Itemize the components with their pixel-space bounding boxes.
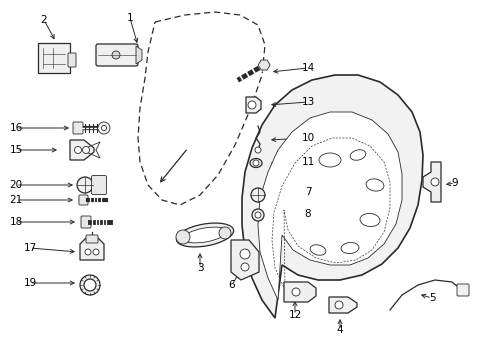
Circle shape — [252, 160, 259, 166]
Text: 8: 8 — [304, 209, 311, 219]
Polygon shape — [80, 238, 104, 260]
Circle shape — [85, 249, 91, 255]
Circle shape — [176, 230, 190, 244]
Circle shape — [254, 212, 261, 218]
Circle shape — [74, 147, 81, 153]
Ellipse shape — [366, 179, 383, 191]
Text: 11: 11 — [301, 157, 314, 167]
Ellipse shape — [309, 245, 325, 255]
Text: 7: 7 — [304, 187, 311, 197]
FancyBboxPatch shape — [96, 44, 138, 66]
FancyBboxPatch shape — [68, 53, 76, 67]
Circle shape — [291, 288, 299, 296]
Ellipse shape — [249, 158, 262, 167]
FancyBboxPatch shape — [456, 284, 468, 296]
Circle shape — [250, 188, 264, 202]
Ellipse shape — [349, 150, 365, 160]
Text: 9: 9 — [451, 178, 457, 188]
Ellipse shape — [176, 223, 233, 247]
FancyBboxPatch shape — [73, 122, 83, 134]
Circle shape — [240, 249, 249, 259]
Text: 19: 19 — [23, 278, 37, 288]
Polygon shape — [136, 46, 142, 64]
Ellipse shape — [359, 213, 379, 226]
FancyBboxPatch shape — [86, 235, 98, 243]
Text: 1: 1 — [126, 13, 133, 23]
Circle shape — [112, 51, 120, 59]
Polygon shape — [70, 140, 94, 160]
Text: 2: 2 — [41, 15, 47, 25]
Ellipse shape — [183, 227, 226, 243]
Circle shape — [80, 275, 100, 295]
Polygon shape — [245, 97, 261, 113]
Text: 18: 18 — [9, 217, 22, 227]
Circle shape — [254, 147, 261, 153]
Text: 20: 20 — [9, 180, 22, 190]
Text: 4: 4 — [336, 325, 343, 335]
Text: 17: 17 — [23, 243, 37, 253]
FancyBboxPatch shape — [81, 216, 91, 228]
FancyBboxPatch shape — [79, 195, 88, 205]
Polygon shape — [258, 112, 401, 300]
Polygon shape — [230, 240, 259, 280]
Text: 14: 14 — [301, 63, 314, 73]
Circle shape — [334, 301, 342, 309]
Circle shape — [102, 126, 106, 130]
Circle shape — [430, 178, 438, 186]
Text: 16: 16 — [9, 123, 22, 133]
Text: 12: 12 — [288, 310, 301, 320]
Circle shape — [219, 227, 230, 239]
Circle shape — [84, 279, 96, 291]
FancyBboxPatch shape — [38, 43, 70, 73]
Circle shape — [251, 209, 264, 221]
Circle shape — [93, 249, 99, 255]
Text: 15: 15 — [9, 145, 22, 155]
Ellipse shape — [318, 153, 340, 167]
Circle shape — [82, 147, 89, 153]
Text: 21: 21 — [9, 195, 22, 205]
Polygon shape — [328, 297, 356, 313]
Text: 3: 3 — [196, 263, 203, 273]
Polygon shape — [258, 60, 269, 70]
FancyBboxPatch shape — [91, 175, 106, 194]
Text: 10: 10 — [301, 133, 314, 143]
Text: 13: 13 — [301, 97, 314, 107]
Text: 6: 6 — [228, 280, 235, 290]
Ellipse shape — [340, 243, 358, 253]
Circle shape — [247, 101, 256, 109]
Polygon shape — [422, 162, 440, 202]
Circle shape — [98, 122, 110, 134]
Polygon shape — [284, 282, 315, 302]
Circle shape — [241, 263, 248, 271]
Circle shape — [77, 177, 93, 193]
Polygon shape — [242, 75, 422, 318]
Text: 5: 5 — [428, 293, 434, 303]
